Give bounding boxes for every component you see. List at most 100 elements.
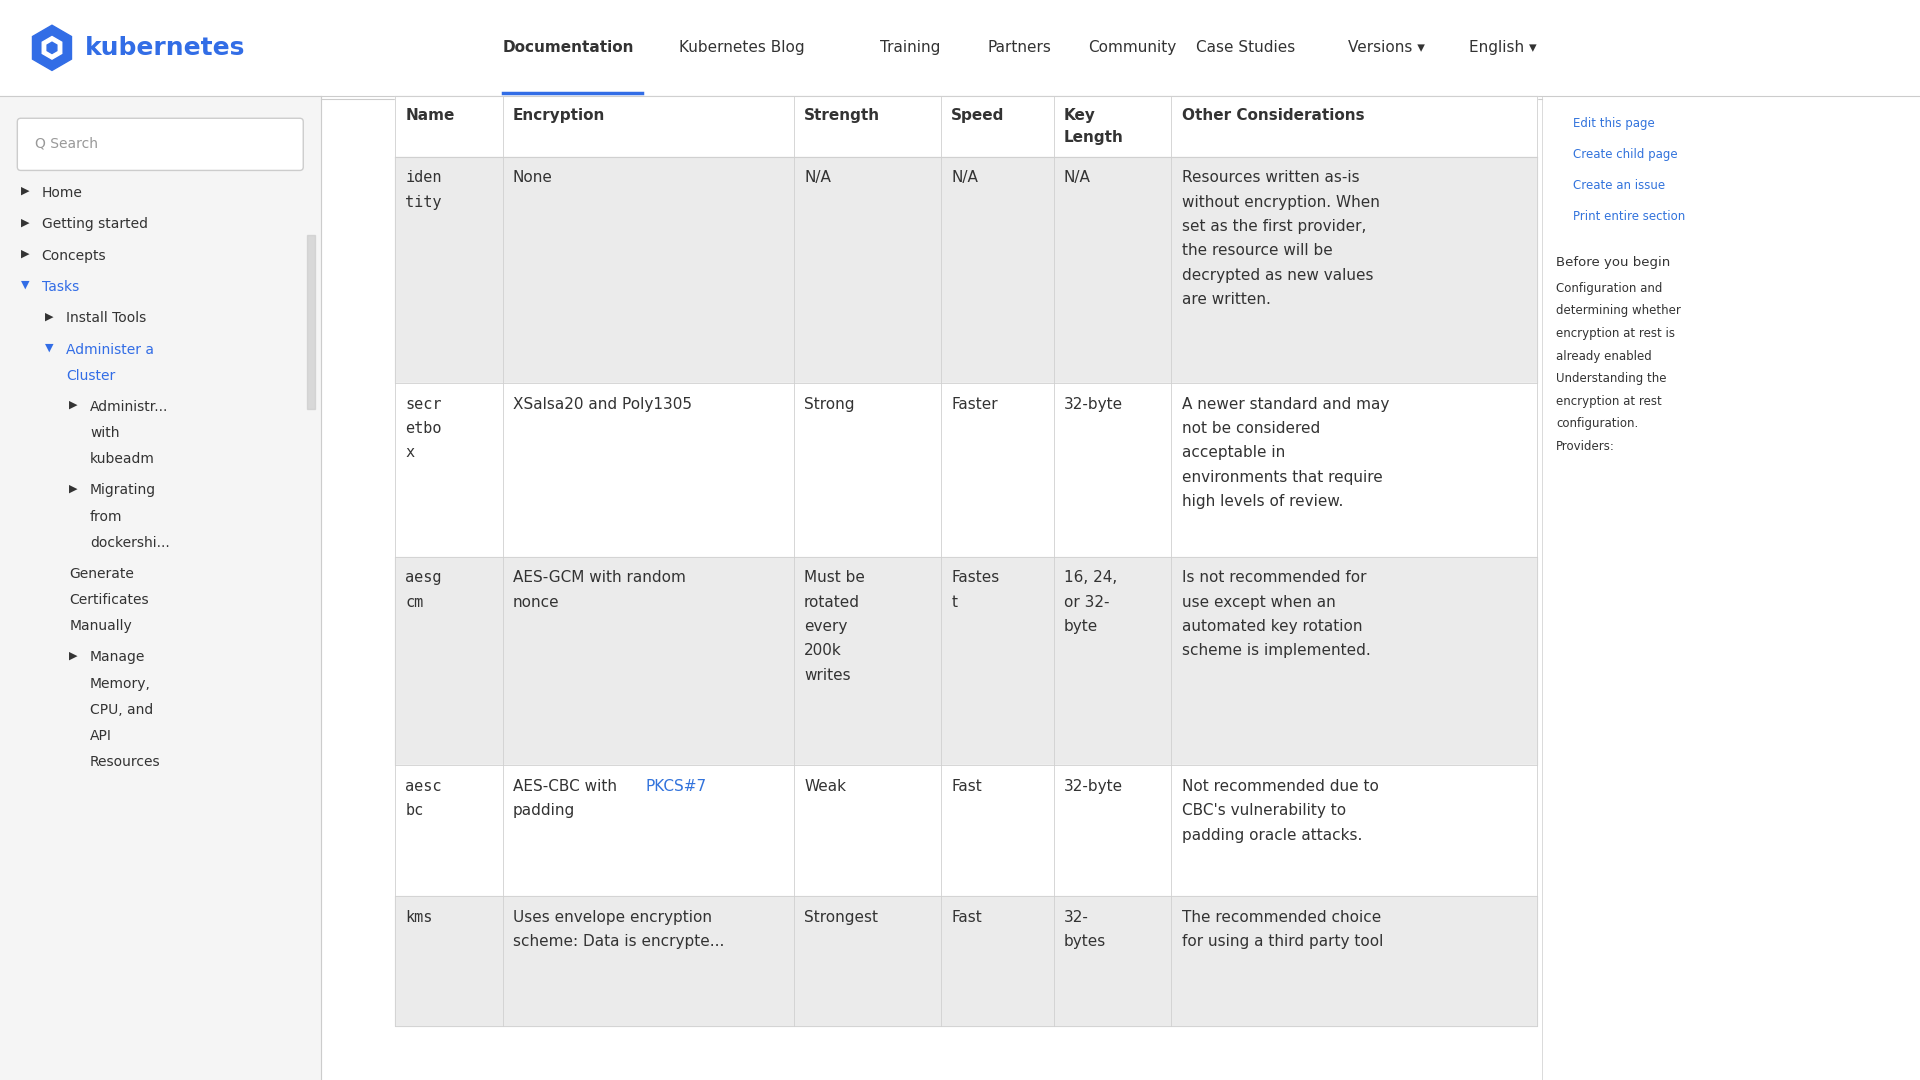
Text: ▶: ▶ — [69, 650, 79, 661]
Text: Fastes: Fastes — [950, 570, 1000, 585]
Text: nonce: nonce — [513, 595, 559, 610]
Bar — [396, 766, 1538, 895]
Text: Strong: Strong — [804, 396, 854, 411]
Text: encryption at rest: encryption at rest — [1555, 395, 1663, 408]
Text: for using a third party tool: for using a third party tool — [1183, 934, 1382, 949]
Polygon shape — [48, 42, 58, 54]
Text: Cluster: Cluster — [65, 368, 115, 382]
Text: Other Considerations: Other Considerations — [1183, 108, 1365, 123]
Text: Uses envelope encryption: Uses envelope encryption — [513, 909, 712, 924]
Text: already enabled: already enabled — [1555, 350, 1651, 363]
Text: Understanding the: Understanding the — [1555, 373, 1667, 386]
Text: x: x — [405, 445, 415, 460]
Text: Case Studies: Case Studies — [1196, 40, 1294, 55]
Text: 32-byte: 32-byte — [1064, 779, 1123, 794]
Text: rotated: rotated — [804, 595, 860, 610]
FancyBboxPatch shape — [17, 119, 303, 171]
Text: the resource will be: the resource will be — [1183, 243, 1332, 258]
Text: Configuration and: Configuration and — [1555, 282, 1663, 295]
Text: Providers:: Providers: — [1555, 440, 1615, 453]
Text: Edit this page: Edit this page — [1572, 117, 1655, 130]
Text: 32-byte: 32-byte — [1064, 396, 1123, 411]
Text: Home: Home — [42, 186, 83, 200]
Text: determining whether: determining whether — [1555, 305, 1682, 318]
Text: Kubernetes Blog: Kubernetes Blog — [680, 40, 804, 55]
Text: cm: cm — [405, 595, 424, 610]
Text: t: t — [950, 595, 958, 610]
Text: use except when an: use except when an — [1183, 595, 1336, 610]
Text: high levels of review.: high levels of review. — [1183, 494, 1344, 509]
Text: The recommended choice: The recommended choice — [1183, 909, 1380, 924]
Text: Manually: Manually — [69, 619, 132, 633]
Text: Versions ▾: Versions ▾ — [1348, 40, 1425, 55]
Text: writes: writes — [804, 667, 851, 683]
Text: Administer a: Administer a — [65, 342, 154, 356]
Bar — [0, 96, 321, 1080]
Bar — [307, 234, 315, 408]
Text: CBC's vulnerability to: CBC's vulnerability to — [1183, 804, 1346, 819]
Text: Key: Key — [1064, 108, 1096, 123]
Bar — [396, 382, 1538, 556]
Text: English ▾: English ▾ — [1469, 40, 1538, 55]
Text: Encryption: Encryption — [513, 108, 605, 123]
Text: ▼: ▼ — [44, 342, 54, 352]
Text: ▶: ▶ — [21, 248, 29, 259]
Text: aesg: aesg — [405, 570, 442, 585]
Text: ▶: ▶ — [69, 484, 79, 494]
Text: iden: iden — [405, 171, 442, 186]
Text: decrypted as new values: decrypted as new values — [1183, 268, 1373, 283]
Text: are written.: are written. — [1183, 293, 1271, 307]
Text: ▶: ▶ — [69, 400, 79, 410]
Text: N/A: N/A — [804, 171, 831, 186]
Text: Fast: Fast — [950, 909, 983, 924]
Text: Partners: Partners — [987, 40, 1052, 55]
Text: bc: bc — [405, 804, 424, 819]
Bar — [1542, 96, 1920, 1080]
Text: Create child page: Create child page — [1572, 148, 1678, 161]
Text: acceptable in: acceptable in — [1183, 445, 1284, 460]
Text: Certificates: Certificates — [69, 593, 150, 607]
Text: dockershi...: dockershi... — [90, 536, 169, 550]
Text: automated key rotation: automated key rotation — [1183, 619, 1363, 634]
Text: Training: Training — [879, 40, 941, 55]
Text: kms: kms — [405, 909, 432, 924]
Text: Tasks: Tasks — [42, 280, 79, 294]
Text: ▶: ▶ — [21, 217, 29, 228]
Bar — [396, 556, 1538, 766]
Text: scheme is implemented.: scheme is implemented. — [1183, 644, 1371, 659]
Text: Generate: Generate — [69, 567, 134, 581]
Text: padding oracle attacks.: padding oracle attacks. — [1183, 828, 1361, 842]
Text: Length: Length — [1064, 131, 1123, 146]
Text: Install Tools: Install Tools — [65, 311, 146, 325]
Text: Concepts: Concepts — [42, 248, 106, 262]
Text: N/A: N/A — [950, 171, 977, 186]
Bar — [396, 96, 1538, 157]
Text: Resources: Resources — [90, 755, 161, 769]
Text: AES-CBC with: AES-CBC with — [513, 779, 622, 794]
Text: AES-GCM with random: AES-GCM with random — [513, 570, 685, 585]
Text: with: with — [90, 427, 119, 440]
Text: Community: Community — [1089, 40, 1177, 55]
Polygon shape — [33, 25, 71, 70]
Text: None: None — [513, 171, 553, 186]
Text: Print entire section: Print entire section — [1572, 211, 1686, 224]
Text: 16, 24,: 16, 24, — [1064, 570, 1117, 585]
Text: Manage: Manage — [90, 650, 146, 664]
Text: Create an issue: Create an issue — [1572, 179, 1665, 192]
Bar — [396, 895, 1538, 1026]
Text: tity: tity — [405, 194, 442, 210]
Text: without encryption. When: without encryption. When — [1183, 194, 1380, 210]
Bar — [0, 0, 1920, 96]
Text: bytes: bytes — [1064, 934, 1106, 949]
Text: not be considered: not be considered — [1183, 421, 1321, 436]
Text: Getting started: Getting started — [42, 217, 148, 231]
Text: configuration.: configuration. — [1555, 417, 1638, 431]
Text: 32-: 32- — [1064, 909, 1089, 924]
Text: ▼: ▼ — [21, 280, 29, 291]
Text: N/A: N/A — [1064, 171, 1091, 186]
Text: Administr...: Administr... — [90, 400, 169, 414]
Text: aesc: aesc — [405, 779, 442, 794]
Text: Strength: Strength — [804, 108, 879, 123]
Text: Speed: Speed — [950, 108, 1004, 123]
Text: Is not recommended for: Is not recommended for — [1183, 570, 1367, 585]
